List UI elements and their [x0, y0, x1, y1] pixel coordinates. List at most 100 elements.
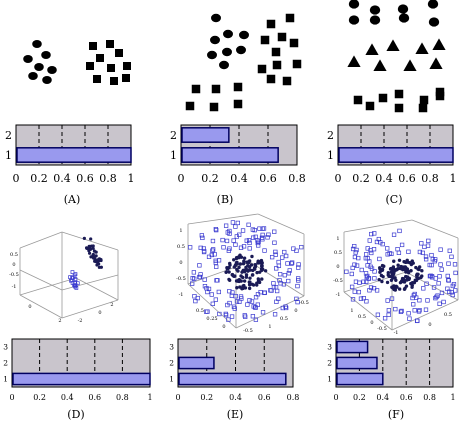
square-marker	[394, 103, 404, 113]
circle-marker	[219, 60, 229, 70]
scatter-point	[250, 254, 254, 259]
circle-marker	[210, 35, 220, 45]
bar	[178, 372, 287, 386]
scatter-point	[247, 240, 252, 246]
axis-tick-label: 0	[428, 322, 431, 328]
circle-marker	[427, 0, 439, 9]
scatter-point	[97, 265, 101, 269]
scatter-point	[87, 244, 91, 248]
scatter-point	[359, 267, 364, 273]
scatter-point	[410, 285, 414, 289]
scatter-point	[70, 276, 75, 280]
axis-tick-label: -1	[12, 284, 17, 290]
scatter-3d-d: 0.5 0 -0.5 -1 0 2 -2 0 2	[9, 231, 119, 324]
scatter-point	[251, 304, 256, 309]
caption-c: (C)	[386, 193, 403, 206]
scatter-point	[380, 279, 384, 284]
scatter-point	[91, 244, 95, 248]
y-tick-label: 1	[327, 375, 332, 384]
scatter-point	[296, 278, 301, 283]
scatter-point	[435, 293, 440, 298]
scatter-point	[438, 262, 443, 267]
circle-marker	[348, 0, 360, 9]
scatter-point	[200, 235, 205, 241]
bar	[336, 372, 384, 386]
scatter-point	[289, 261, 294, 266]
triangle-marker	[415, 42, 429, 54]
circle-marker	[236, 45, 246, 55]
scatter-point	[225, 302, 230, 308]
scatter-point	[214, 227, 219, 233]
scatter-point	[278, 281, 283, 286]
scatter-point	[425, 243, 431, 248]
scatter-point	[240, 228, 246, 233]
scatter-point	[245, 269, 250, 273]
y-tick-label: 1	[169, 375, 174, 384]
square-marker	[211, 84, 221, 94]
scatter-point	[344, 269, 349, 274]
scatter-3d-e: 10.50-0.5-10.50.250-0.510.50-0.5	[176, 213, 309, 334]
scatter-point	[260, 277, 264, 281]
scatter-point	[406, 270, 411, 274]
pattern-a-two-clusters	[23, 40, 131, 85]
scatter-point	[453, 270, 458, 276]
scatter-point	[250, 273, 255, 277]
scatter-point	[87, 247, 91, 251]
circle-marker	[369, 5, 381, 15]
circle-marker	[34, 63, 44, 71]
x-tick-label: 0.8	[288, 172, 306, 185]
scatter-point	[198, 272, 203, 277]
axis-tick-label: -1	[336, 292, 341, 298]
scatter-point	[434, 294, 439, 300]
scatter-point	[253, 262, 257, 267]
scatter-point	[295, 283, 300, 289]
scatter-point	[429, 252, 434, 258]
scatter-point	[372, 231, 377, 236]
pattern-b-three-clusters	[185, 13, 302, 112]
scatter-point	[251, 283, 256, 287]
axis-line	[257, 213, 305, 235]
scatter-point	[247, 246, 252, 251]
axis-line	[75, 277, 119, 301]
axis-tick-label: 0	[179, 260, 182, 266]
axis-tick-label: -0.5	[377, 326, 387, 332]
scatter-point	[242, 279, 247, 283]
x-tick-label: 0.4	[229, 393, 242, 402]
x-tick-label: 0.2	[352, 172, 370, 185]
scatter-point	[255, 302, 260, 307]
scatter-point	[274, 266, 279, 271]
scatter-point	[247, 259, 252, 263]
circle-marker	[32, 40, 42, 48]
axis-line	[343, 219, 413, 233]
scatter-point	[441, 299, 446, 305]
square-marker	[272, 60, 282, 70]
scatter-point	[391, 273, 395, 277]
scatter-point	[349, 271, 354, 277]
scatter-point	[388, 274, 393, 279]
scatter-point	[402, 279, 406, 283]
scatter-point	[411, 302, 416, 307]
scatter-point	[256, 259, 260, 263]
axis-tick-label: -0.5	[243, 328, 253, 334]
triangle-marker	[429, 57, 443, 69]
axis-tick-label: 2	[110, 302, 113, 308]
scatter-point	[236, 279, 240, 283]
scatter-point	[449, 254, 454, 259]
scatter-point	[295, 299, 300, 305]
scatter-point	[224, 238, 230, 244]
x-tick-label: 0.6	[88, 393, 101, 402]
scatter-point	[393, 288, 398, 292]
scatter-point	[364, 252, 369, 257]
scatter-point	[422, 244, 427, 250]
scatter-point	[94, 250, 98, 254]
square-marker	[353, 95, 363, 105]
scatter-point	[249, 299, 255, 304]
scatter-point	[296, 262, 301, 267]
scatter-point	[421, 286, 426, 291]
scatter-point	[255, 270, 259, 275]
scatter-point	[242, 259, 246, 263]
square-marker	[86, 62, 94, 70]
scatter-point	[227, 277, 231, 282]
axis-tick-label: 0	[222, 324, 225, 330]
circle-marker	[223, 29, 233, 39]
